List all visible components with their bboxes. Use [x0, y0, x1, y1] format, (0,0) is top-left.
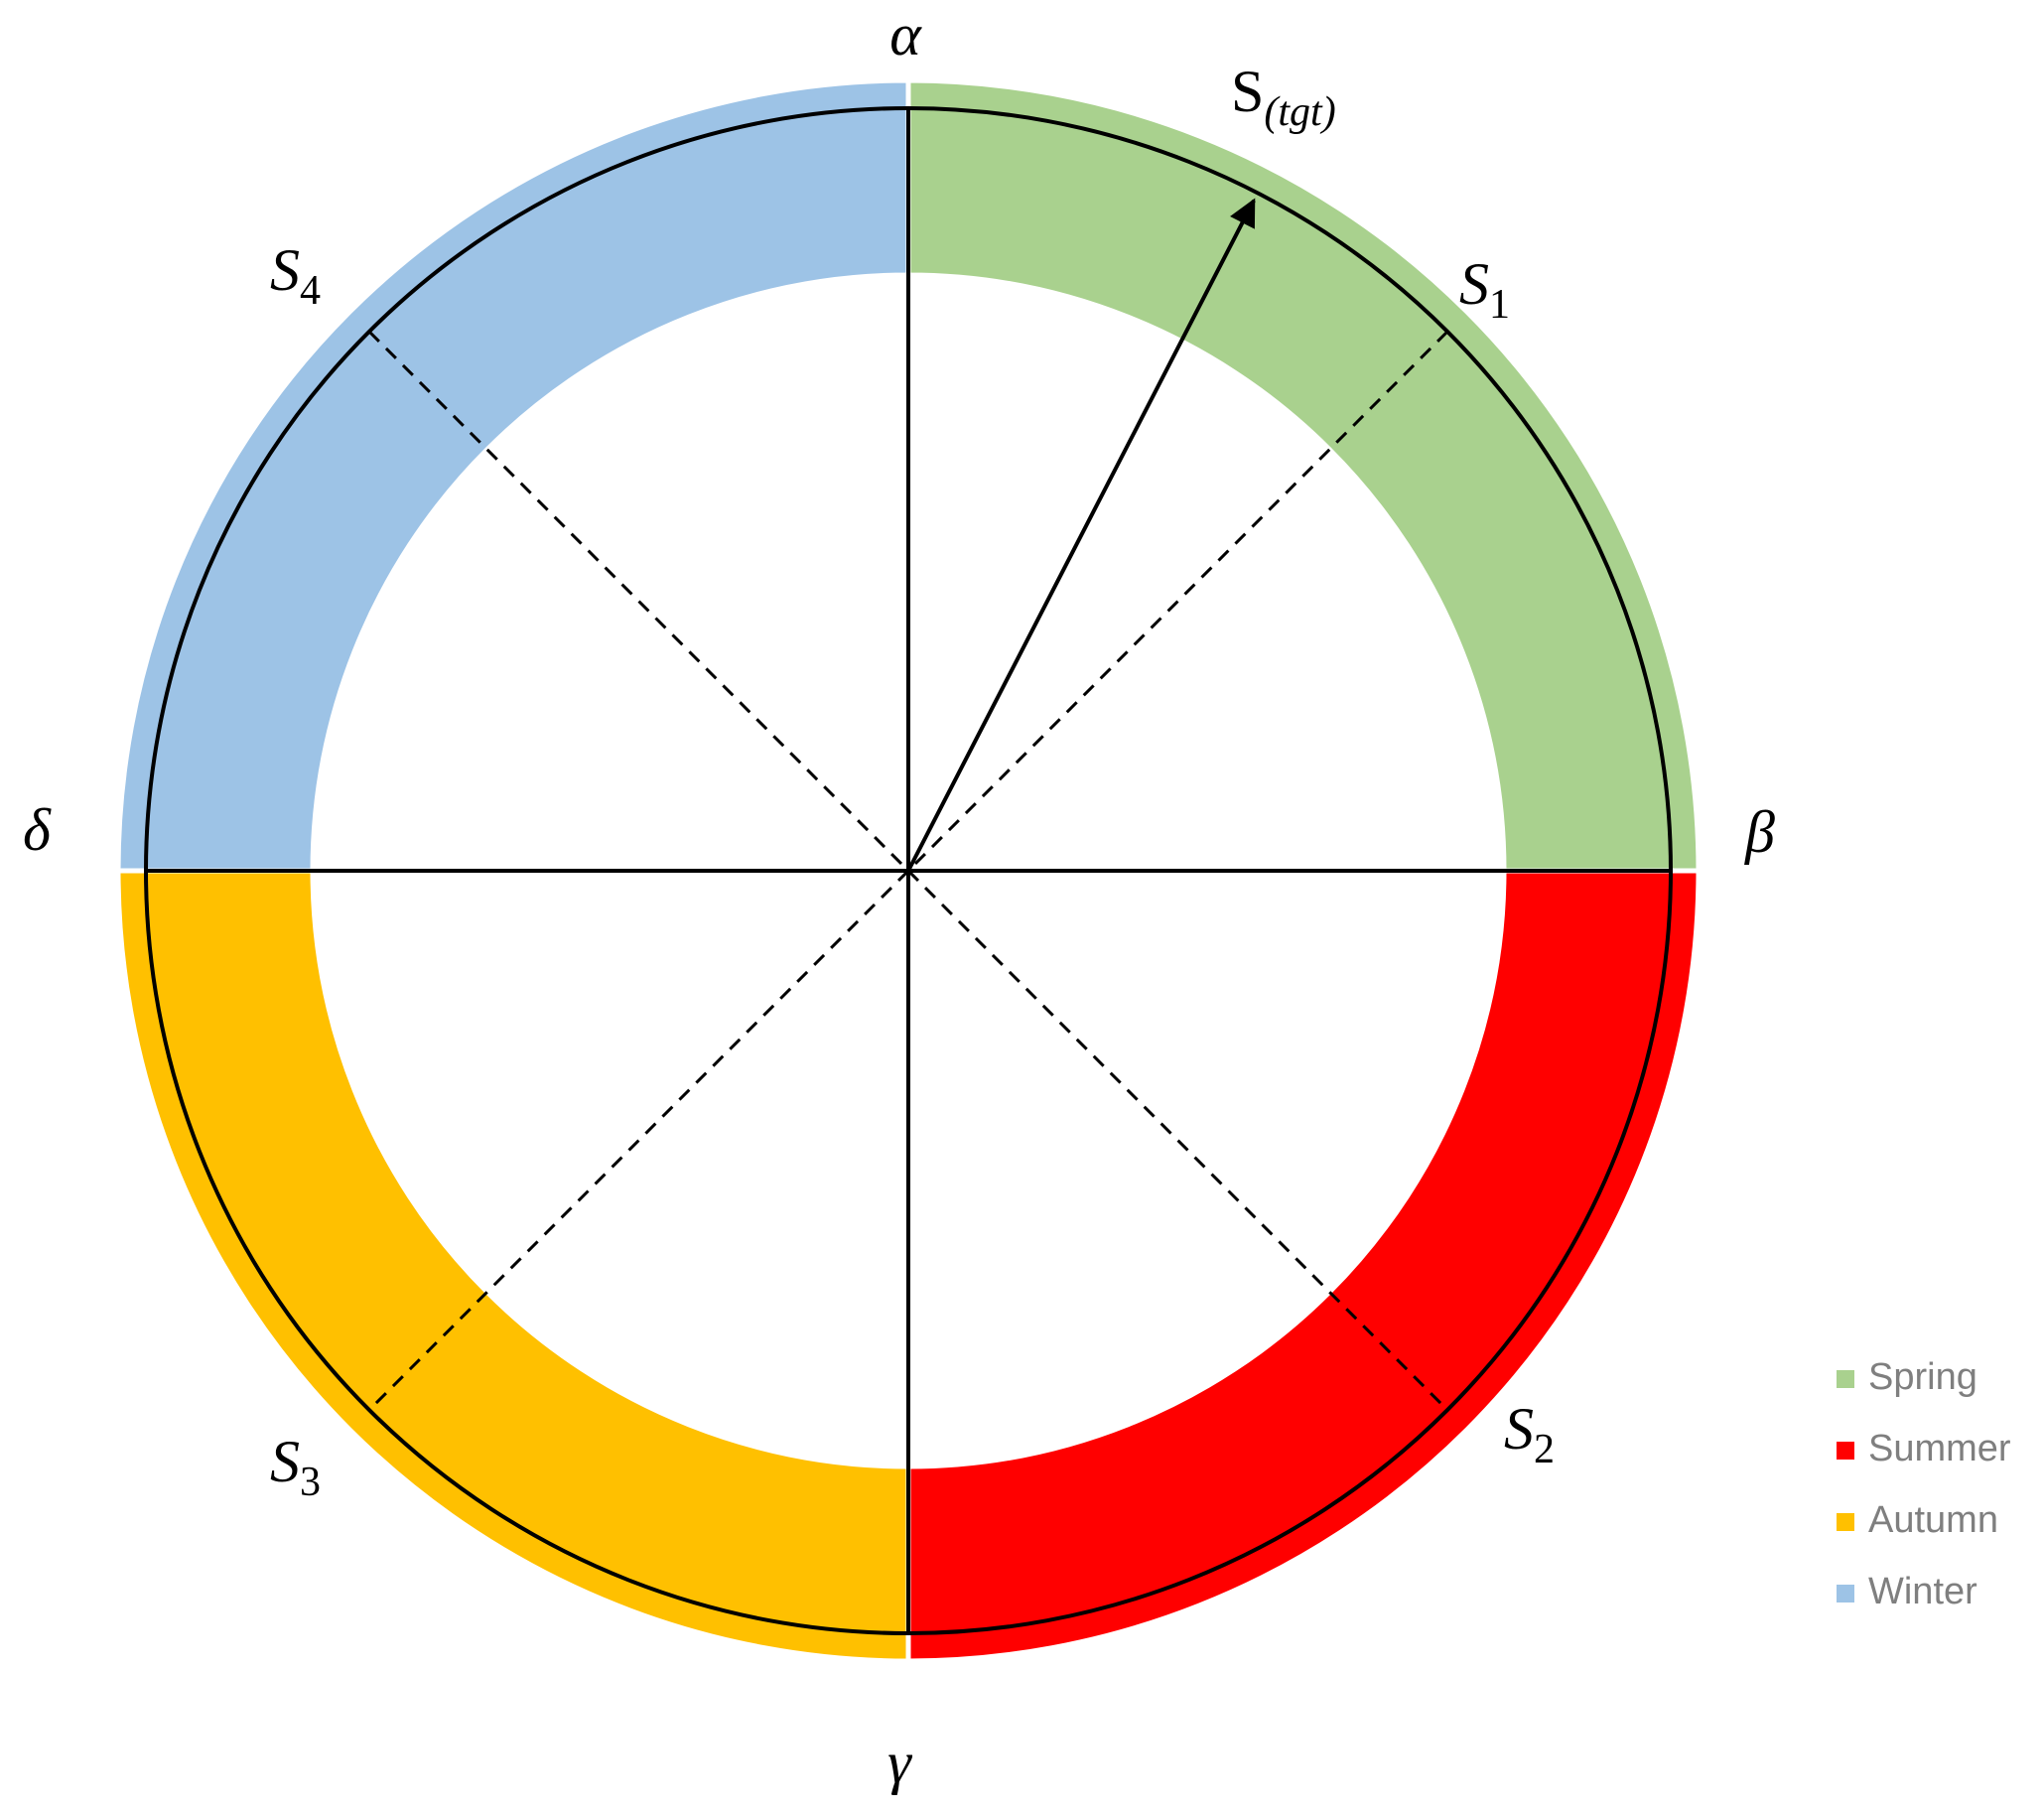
direction-label: γ [887, 1730, 912, 1795]
season-segment [905, 77, 1702, 874]
legend-label: Autumn [1868, 1499, 1998, 1541]
legend-label: Spring [1868, 1356, 1977, 1398]
direction-label: β [1744, 799, 1775, 865]
dashed-diagonal [367, 330, 1449, 1412]
target-arrow [906, 198, 1256, 872]
season-segment [115, 77, 911, 874]
legend-swatch [1837, 1370, 1854, 1388]
direction-label: α [889, 2, 922, 68]
target-label: S(tgt) [1231, 59, 1336, 135]
legend-swatch [1837, 1513, 1854, 1531]
legend-label: Summer [1868, 1428, 2011, 1469]
legend: Spring Summer Autumn Winter [1837, 1356, 2011, 1612]
point-label: S3 [270, 1429, 321, 1505]
point-label: S1 [1459, 251, 1510, 328]
legend-label: Winter [1868, 1571, 1977, 1612]
legend-swatch [1837, 1585, 1854, 1603]
season-ring [115, 77, 1702, 1664]
point-label: S4 [270, 237, 321, 314]
dashed-diagonal [367, 330, 1449, 1412]
direction-label: δ [23, 797, 52, 863]
legend-swatch [1837, 1442, 1854, 1460]
season-segment [905, 868, 1702, 1664]
season-segment [115, 868, 911, 1664]
point-label: S2 [1504, 1396, 1555, 1472]
